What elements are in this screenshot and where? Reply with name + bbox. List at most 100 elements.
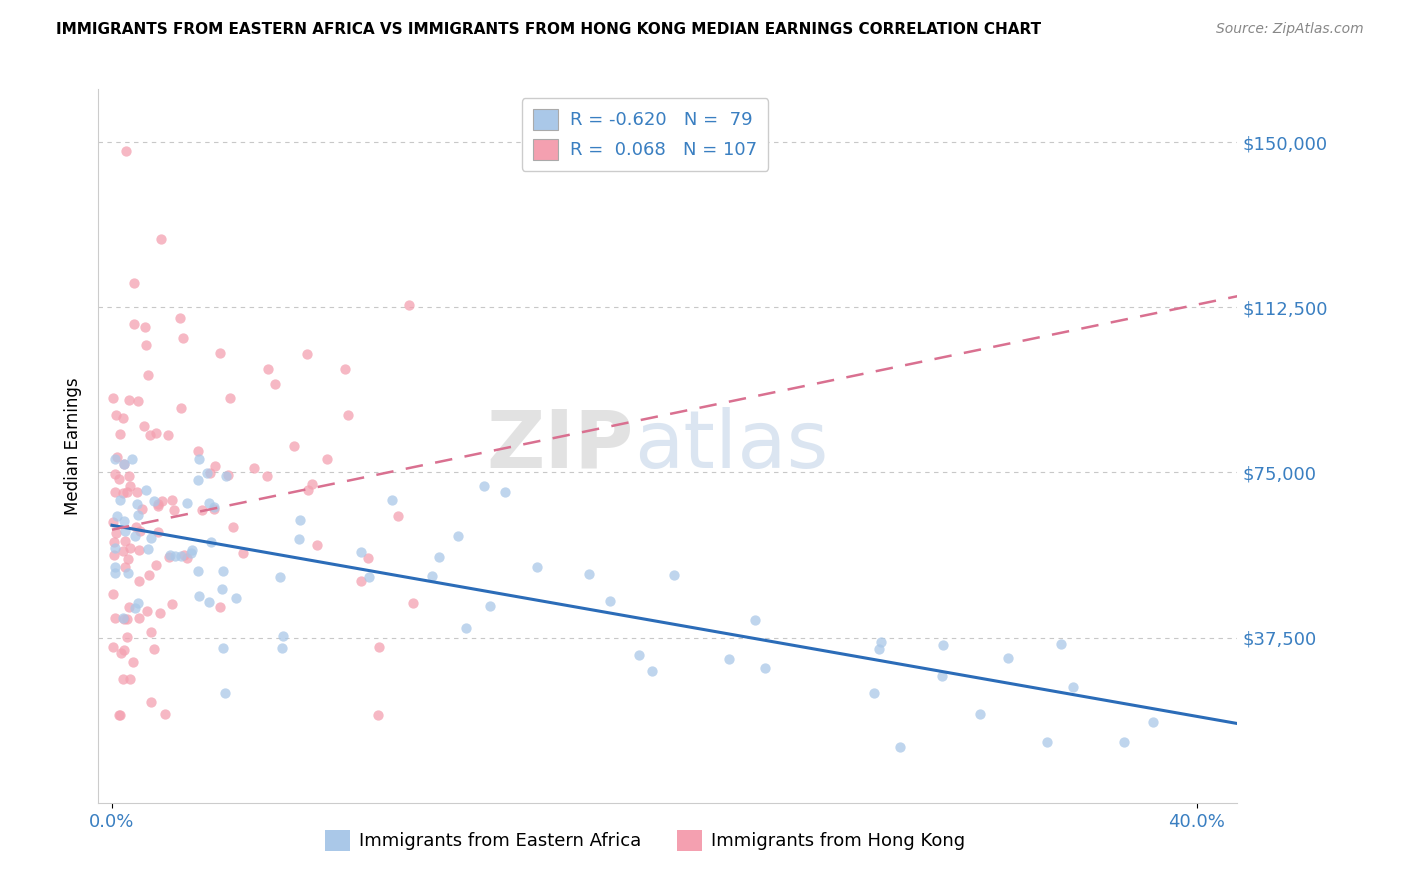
Point — [271, 640, 294, 655]
Point — [110, 647, 132, 661]
Point — [200, 535, 222, 549]
Point — [136, 604, 159, 618]
Point — [127, 596, 149, 610]
Point — [122, 655, 145, 669]
Point — [187, 473, 209, 487]
Point — [212, 640, 235, 655]
Point — [120, 672, 142, 686]
Point — [104, 611, 127, 625]
Point — [114, 457, 136, 471]
Point — [243, 461, 266, 475]
Point — [191, 502, 214, 516]
Point — [336, 408, 359, 422]
Point — [269, 570, 291, 584]
Point — [124, 601, 146, 615]
Point — [122, 317, 145, 331]
Point — [141, 531, 163, 545]
Point — [111, 544, 134, 558]
Point — [204, 501, 226, 516]
Point — [108, 472, 131, 486]
Point — [315, 452, 337, 467]
Point — [187, 443, 209, 458]
Point — [105, 450, 128, 465]
Point — [120, 541, 142, 556]
Point — [219, 391, 242, 405]
Point — [718, 651, 741, 665]
Point — [136, 542, 159, 557]
Point — [447, 529, 470, 543]
Point — [472, 478, 495, 492]
Point — [969, 706, 991, 721]
Point — [1050, 637, 1073, 651]
Point — [862, 685, 884, 699]
Point — [127, 393, 149, 408]
Point — [271, 628, 294, 642]
Point — [117, 552, 139, 566]
Point — [288, 512, 311, 526]
Point — [188, 589, 211, 603]
Point — [456, 621, 478, 635]
Point — [870, 634, 893, 648]
Point — [297, 483, 319, 497]
Point — [115, 630, 138, 644]
Point — [173, 548, 195, 562]
Point — [599, 594, 621, 608]
Legend: Immigrants from Eastern Africa, Immigrants from Hong Kong: Immigrants from Eastern Africa, Immigran… — [318, 822, 973, 858]
Point — [422, 569, 444, 583]
Point — [104, 541, 127, 555]
Point — [170, 549, 193, 563]
Point — [180, 542, 202, 557]
Point — [138, 568, 160, 582]
Point — [146, 497, 169, 511]
Point — [103, 516, 125, 530]
Point — [367, 707, 389, 722]
Point — [101, 391, 124, 405]
Point — [357, 570, 380, 584]
Point — [215, 469, 238, 483]
Point — [478, 599, 501, 614]
Point — [427, 550, 450, 565]
Point — [159, 548, 181, 562]
Point — [104, 452, 127, 467]
Point — [295, 347, 318, 361]
Y-axis label: Median Earnings: Median Earnings — [65, 377, 83, 515]
Point — [868, 641, 890, 656]
Point — [1036, 735, 1059, 749]
Point — [931, 668, 953, 682]
Point — [143, 641, 166, 656]
Point — [104, 526, 127, 541]
Point — [176, 551, 198, 566]
Text: IMMIGRANTS FROM EASTERN AFRICA VS IMMIGRANTS FROM HONG KONG MEDIAN EARNINGS CORR: IMMIGRANTS FROM EASTERN AFRICA VS IMMIGR… — [56, 22, 1042, 37]
Point — [197, 495, 219, 509]
Point — [120, 479, 142, 493]
Point — [578, 566, 600, 581]
Point — [114, 457, 136, 471]
Point — [211, 582, 233, 596]
Point — [209, 346, 232, 360]
Text: Source: ZipAtlas.com: Source: ZipAtlas.com — [1216, 22, 1364, 37]
Point — [150, 494, 173, 508]
Point — [754, 661, 776, 675]
Point — [127, 497, 149, 511]
Point — [117, 612, 139, 626]
Point — [112, 485, 135, 500]
Point — [283, 439, 305, 453]
Point — [127, 508, 149, 522]
Point — [172, 331, 194, 345]
Point — [134, 320, 156, 334]
Point — [125, 485, 148, 500]
Point — [157, 550, 180, 565]
Point — [135, 338, 157, 352]
Point — [180, 546, 202, 560]
Point — [160, 493, 183, 508]
Point — [124, 520, 146, 534]
Point — [139, 695, 162, 709]
Point — [381, 492, 404, 507]
Point — [195, 466, 218, 480]
Point — [204, 458, 226, 473]
Point — [1062, 680, 1084, 694]
Point — [307, 538, 329, 552]
Point — [146, 499, 169, 513]
Point — [202, 500, 225, 515]
Point — [157, 428, 180, 442]
